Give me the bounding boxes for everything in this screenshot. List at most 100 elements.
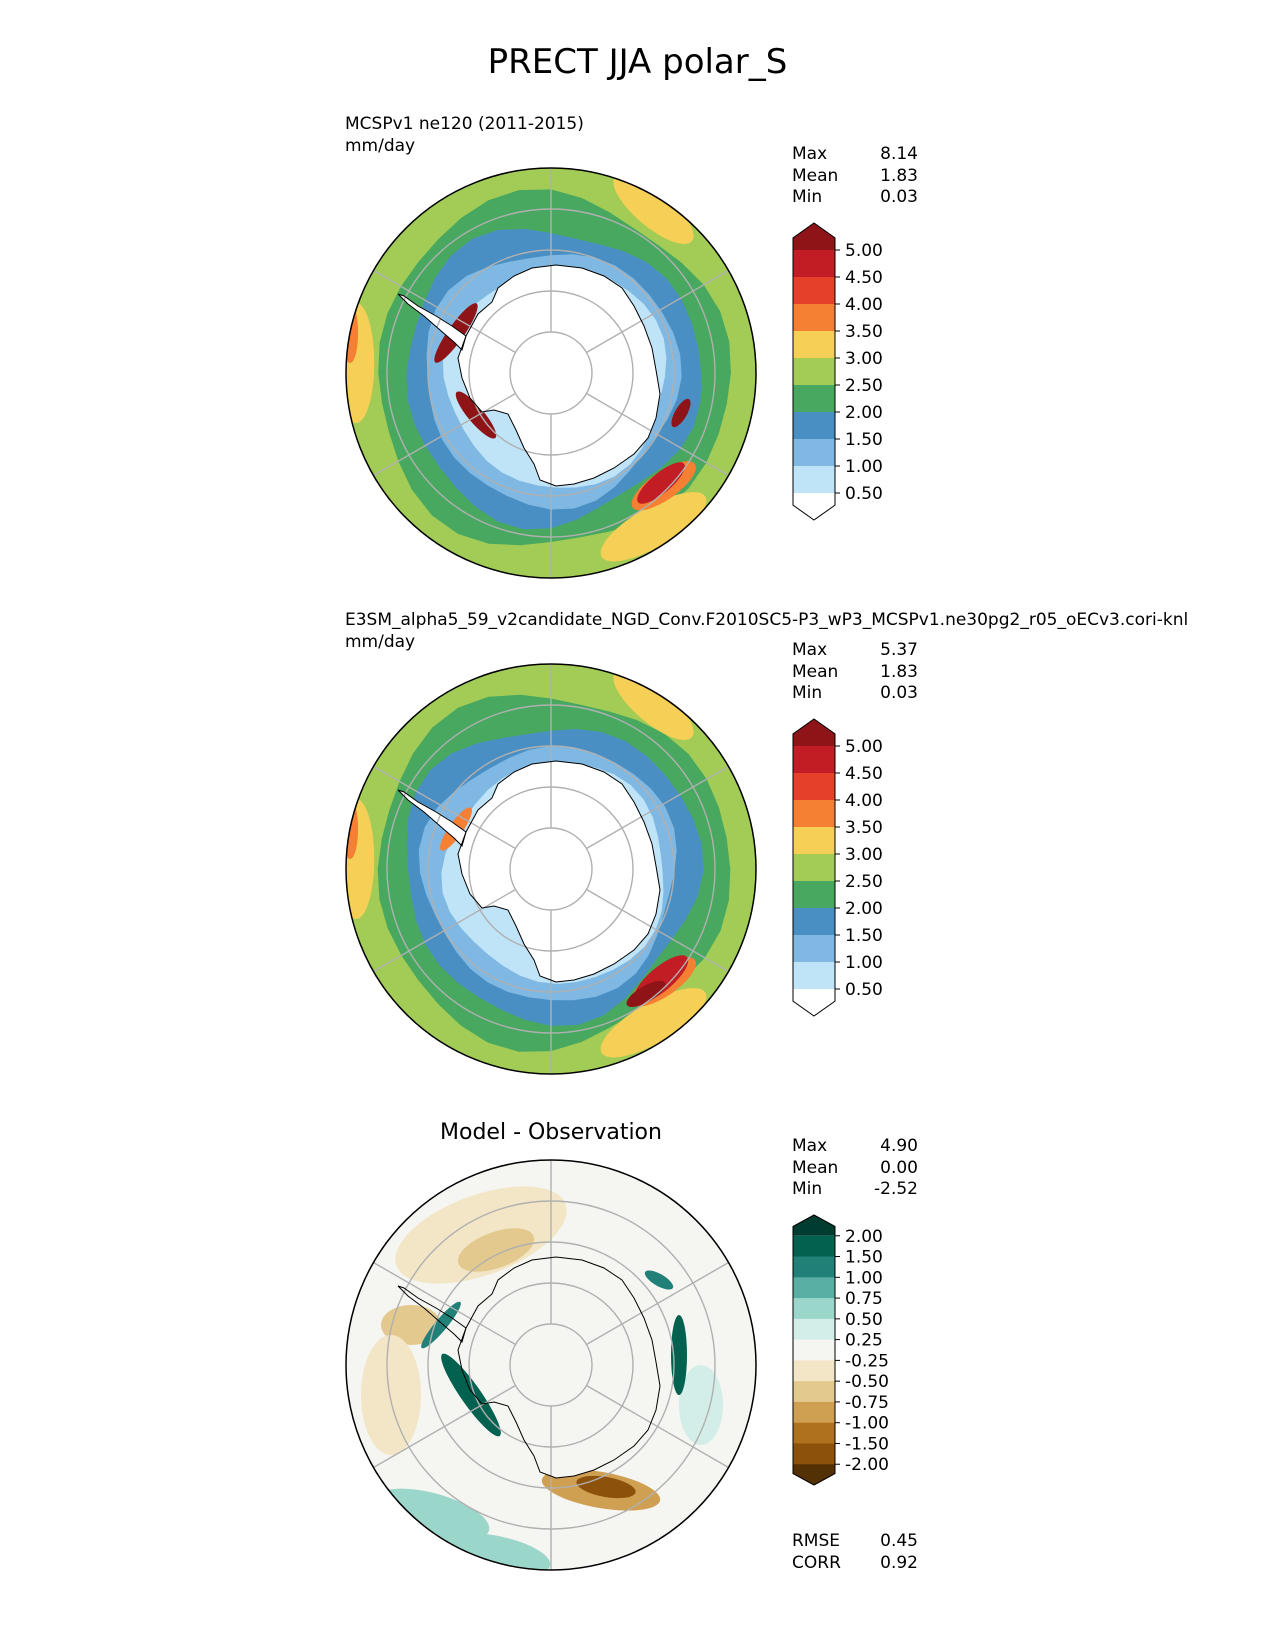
diff-coastal-positive [671, 1315, 687, 1395]
graticule-meridian [586, 392, 729, 477]
panel-3-title: Model - Observation [440, 1120, 662, 1145]
map-boundary [345, 1159, 757, 1571]
stat-label: Mean [792, 165, 839, 186]
colorbar-segment [793, 412, 835, 440]
colorbar-segment [793, 331, 835, 359]
graticule-meridian [373, 1384, 516, 1469]
colorbar-tick-label: 2.00 [845, 403, 883, 423]
colorbar-tick-label: 3.50 [845, 818, 883, 838]
colorbar-segment [793, 800, 835, 828]
colorbar-tick-label: -2.00 [845, 1455, 889, 1475]
colorbar-tick-label: 1.50 [845, 926, 883, 946]
colorbar-tick-label: 0.75 [845, 1289, 883, 1309]
colorbar-tick-label: -0.25 [845, 1351, 889, 1371]
colorbar-tick-label: 1.00 [845, 953, 883, 973]
field-warm-patch [600, 492, 707, 562]
colorbar-tick-label: 2.00 [845, 1227, 883, 1247]
colorbar-segment [793, 250, 835, 278]
coastline [457, 264, 661, 487]
colorbar-outline [792, 718, 836, 1017]
colorbar-segment [793, 466, 835, 494]
panel-2-units: mm/day [345, 632, 416, 652]
colorbar-3: 2.001.501.000.750.500.25-0.25-0.50-0.75-… [792, 1214, 889, 1486]
figure-title: PRECT JJA polar_S [487, 42, 788, 82]
map-boundary [345, 663, 757, 1075]
metric-value: 0.45 [880, 1531, 918, 1551]
colorbar-tick-label: 0.25 [845, 1331, 883, 1351]
coastline-peninsula [397, 1285, 467, 1343]
graticule-meridian [586, 1384, 729, 1469]
panel-3-metrics: RMSE 0.45 CORR 0.92 [792, 1531, 918, 1574]
colorbar-segment [793, 385, 835, 413]
colorbar-segment [793, 1360, 835, 1382]
diff-negative-patch [395, 1186, 567, 1284]
stat-value: 0.03 [880, 187, 918, 207]
metric-value: 0.92 [880, 1552, 918, 1573]
colorbar-tick-label: 4.00 [845, 295, 883, 315]
colorbar-tick-label: 0.50 [845, 1310, 883, 1330]
panel-1-stats: Max 8.14 Mean 1.83 Min 0.03 [792, 144, 918, 209]
graticule-meridian [373, 1261, 516, 1346]
stat-value: 5.37 [880, 640, 918, 660]
metric-label: CORR [792, 1552, 841, 1573]
precip-max-wilkes [626, 981, 666, 1007]
panel-1-header: MCSPv1 ne120 (2011-2015) mm/day [345, 113, 584, 157]
colorbar-segment [793, 1318, 835, 1341]
field-warm-patch [613, 174, 694, 244]
precip-max-wilkes [637, 462, 685, 504]
colorbar-tick-label: 4.00 [845, 791, 883, 811]
colorbar-tick-label: 1.00 [845, 1268, 883, 1288]
colorbar-segment [793, 1339, 835, 1361]
graticule-meridian [586, 765, 729, 850]
stat-label: Min [792, 1179, 823, 1199]
colorbar-segment [793, 746, 835, 774]
colorbar-segment [793, 935, 835, 963]
colorbar-tick-label: 5.00 [845, 241, 883, 261]
diff-positive-patch [679, 1365, 723, 1445]
colorbar-extend-min [793, 989, 835, 1016]
colorbar-segment [793, 827, 835, 855]
colorbar-tick-label: 3.50 [845, 322, 883, 342]
colorbar-tick-label: 4.50 [845, 764, 883, 784]
diff-negative-patch [381, 1305, 441, 1345]
panel-2-title: E3SM_alpha5_59_v2candidate_NGD_Conv.F201… [345, 610, 1189, 630]
colorbar-segment [793, 1422, 835, 1444]
colorbar-tick-label: 2.50 [845, 872, 883, 892]
stat-label: Min [792, 187, 823, 207]
polar-map-1 [346, 168, 756, 578]
colorbar-segment [793, 358, 835, 386]
diff-positive-patch [372, 1488, 490, 1542]
colorbar-tick-label: -0.50 [845, 1372, 889, 1392]
map-boundary [345, 167, 757, 579]
colorbar-tick-label: 3.00 [845, 349, 883, 369]
colorbar-segment [793, 962, 835, 990]
graticule-meridian [586, 1261, 729, 1346]
colorbar-segment [793, 277, 835, 305]
polar-map-3 [346, 1160, 756, 1570]
colorbar-tick-label: 2.50 [845, 376, 883, 396]
colorbar-extend-min [793, 493, 835, 520]
colorbar-extend-max [793, 1215, 835, 1236]
precip-max-coast [671, 398, 691, 428]
colorbar-extend-max [793, 719, 835, 746]
colorbar-segment [793, 1443, 835, 1465]
graticule-meridian [373, 392, 516, 477]
colorbar-tick-label: -1.00 [845, 1414, 889, 1434]
diff-negative-patch [361, 1335, 421, 1455]
stat-label: Max [792, 1136, 828, 1156]
panel-1-title: MCSPv1 ne120 (2011-2015) [345, 114, 584, 134]
colorbar-segment [793, 1277, 835, 1299]
graticule [373, 1160, 729, 1570]
stat-value: 1.83 [880, 165, 918, 186]
precip-max-coast [455, 391, 497, 439]
colorbar-outline [792, 1214, 836, 1486]
colorbar-extend-min [793, 1464, 835, 1485]
colorbar-tick-label: 0.50 [845, 980, 883, 1000]
coastline-peninsula [397, 293, 467, 351]
diff-negative-patch [457, 1228, 535, 1272]
graticule [373, 168, 729, 578]
colorbar-extend-max [793, 223, 835, 250]
colorbar-tick-label: 5.00 [845, 737, 883, 757]
panel-2-header: E3SM_alpha5_59_v2candidate_NGD_Conv.F201… [345, 609, 1188, 653]
graticule-meridian [373, 269, 516, 354]
